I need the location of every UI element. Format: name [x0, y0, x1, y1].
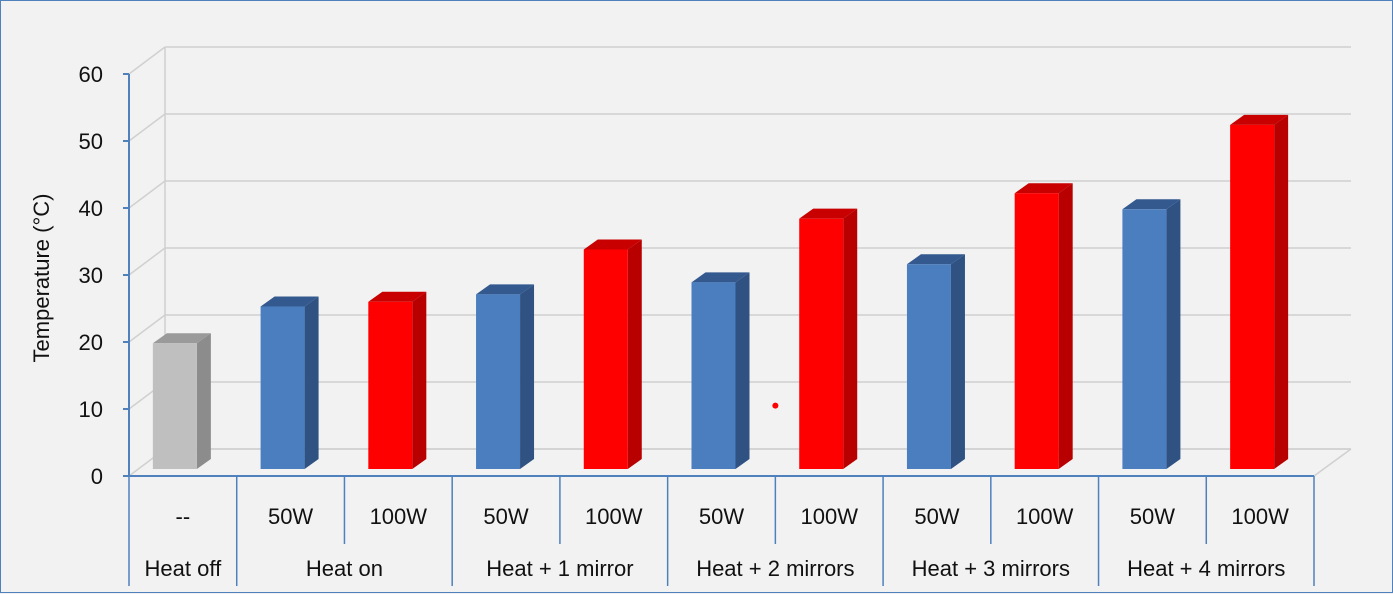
- bar-front: [691, 282, 736, 469]
- bar-front: [152, 343, 197, 469]
- bar-side: [304, 296, 319, 469]
- bar-top: [1122, 199, 1181, 210]
- bar-blue: [691, 272, 750, 469]
- bar-side: [1058, 183, 1073, 469]
- x-tick-label: 100W: [800, 504, 858, 529]
- bar-red: [583, 239, 642, 469]
- bar-top: [583, 239, 642, 250]
- bar-blue: [260, 296, 319, 469]
- bar-red: [799, 208, 858, 469]
- bar-top: [152, 333, 211, 344]
- bar-side: [196, 333, 211, 469]
- y-tick-label: 40: [79, 196, 103, 221]
- x-axis: -- 50W 100W 50W 100W 50W 100W 50W 100W 50W 100W Hea…: [128, 475, 1315, 586]
- bar-top: [260, 296, 319, 307]
- bar-side: [735, 272, 750, 469]
- x-tick-label: 50W: [914, 504, 959, 529]
- bar-front: [799, 218, 844, 469]
- x-group-label: Heat + 1 mirror: [486, 556, 633, 581]
- bar-front: [260, 306, 305, 469]
- bar-side: [950, 254, 965, 469]
- bar-front: [906, 264, 951, 469]
- bar-blue: [1122, 199, 1181, 470]
- x-tick-label: 100W: [1231, 504, 1289, 529]
- x-tick-label: 100W: [585, 504, 643, 529]
- y-tick-label: 60: [79, 62, 103, 87]
- annotation-dot: [772, 402, 779, 409]
- y-tick-label: 50: [79, 129, 103, 154]
- bars: [152, 114, 1289, 470]
- bar-top: [1230, 114, 1289, 125]
- y-tick-label: 0: [91, 464, 103, 489]
- x-tick-label: 50W: [483, 504, 528, 529]
- gridline-depth: [128, 46, 166, 75]
- gridline-depth: [128, 247, 166, 276]
- bar-side: [1274, 114, 1289, 469]
- annotations: [772, 402, 779, 409]
- bar-top: [691, 272, 750, 283]
- y-axis-title: Temperature (°C): [29, 194, 54, 363]
- bar-side: [843, 208, 858, 469]
- bar-front: [583, 249, 628, 469]
- x-group-label: Heat on: [306, 556, 383, 581]
- bar-top: [476, 284, 535, 295]
- bar-front: [1230, 124, 1275, 469]
- y-tick-label: 10: [79, 397, 103, 422]
- x-group-label: Heat off: [145, 556, 223, 581]
- gridline-depth: [128, 180, 166, 209]
- bar-side: [1166, 199, 1181, 470]
- x-tick-label: 50W: [268, 504, 313, 529]
- x-group-label: Heat + 2 mirrors: [696, 556, 854, 581]
- bar-blue: [476, 284, 535, 469]
- x-group-label: Heat + 4 mirrors: [1127, 556, 1285, 581]
- bar-front: [368, 301, 413, 469]
- gridline-depth: [128, 113, 166, 142]
- bar-top: [799, 208, 858, 219]
- bar-top: [368, 291, 427, 302]
- y-tick-label: 30: [79, 263, 103, 288]
- bar-top: [906, 254, 965, 265]
- bar-front: [1122, 209, 1167, 470]
- x-tick-label: 50W: [1130, 504, 1175, 529]
- x-group-label: Heat + 3 mirrors: [912, 556, 1070, 581]
- bar-side: [412, 291, 427, 469]
- x-tick-label: 100W: [1016, 504, 1074, 529]
- bar-red: [368, 291, 427, 469]
- y-tick-label: 20: [79, 330, 103, 355]
- bar-gray: [152, 333, 211, 469]
- bar-top: [1014, 183, 1073, 194]
- bar-red: [1230, 114, 1289, 469]
- bar-side: [627, 239, 642, 469]
- y-axis-ticks: 0 10 20 30 40 50 60: [79, 62, 130, 489]
- x-tick-label: 100W: [370, 504, 428, 529]
- bar-blue: [906, 254, 965, 469]
- bar-side: [520, 284, 535, 469]
- bar-front: [1014, 193, 1059, 469]
- bar-front: [476, 294, 521, 469]
- x-tick-label: 50W: [699, 504, 744, 529]
- bar-red: [1014, 183, 1073, 469]
- x-tick-label: --: [176, 504, 191, 529]
- floor-right-edge: [1313, 448, 1352, 477]
- gridline-depth: [128, 314, 166, 343]
